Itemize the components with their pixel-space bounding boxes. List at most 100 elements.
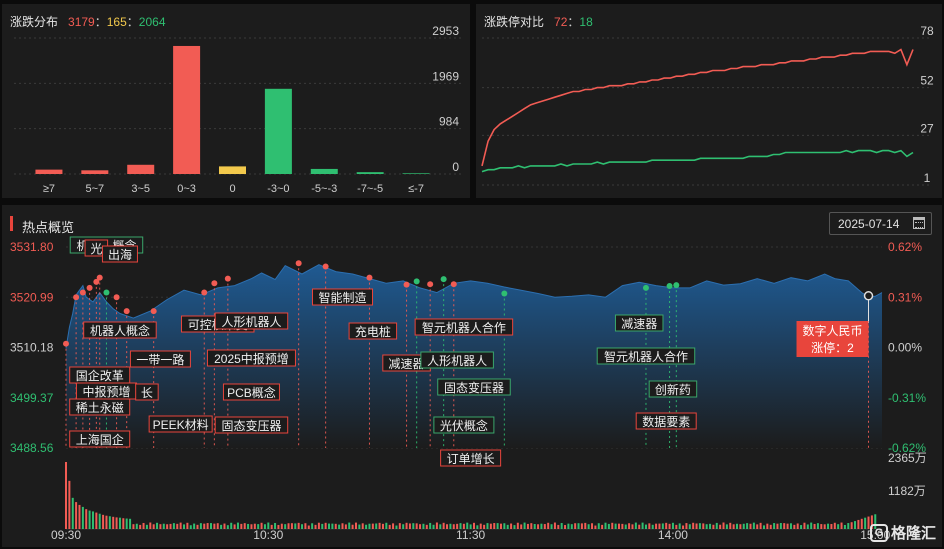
volume-bar [307, 525, 310, 529]
volume-bar [820, 524, 823, 529]
event-tag-box [214, 416, 289, 434]
y-tick-label: 3488.56 [10, 441, 54, 455]
volume-bar [172, 523, 175, 529]
distribution-title-text: 涨跌分布 [10, 15, 59, 29]
callout-box [796, 321, 869, 357]
volume-bar [85, 509, 88, 529]
event-tag: PCB概念 [227, 385, 276, 400]
volume-bar [162, 523, 165, 529]
volume-bar [810, 522, 813, 529]
volume-bar [678, 523, 681, 529]
volume-bar [368, 523, 371, 529]
volume-bar [280, 523, 283, 529]
volume-bar [533, 524, 536, 529]
event-tag: 固态变压器 [221, 418, 281, 433]
event-dot [103, 289, 110, 296]
volume-bar [709, 523, 712, 529]
volume-bar [567, 523, 570, 529]
event-dot [86, 284, 93, 291]
volume-bar [206, 523, 209, 529]
event-dot [79, 289, 86, 296]
hot-panel: 热点概览 2025-07-14 3531.80 0.62% 3520.99 0.31%… [2, 205, 942, 547]
limit-up-count: 72 [554, 15, 568, 29]
event-dot [96, 274, 103, 281]
title-accent-bar [10, 216, 13, 231]
series-line-limit-down [481, 149, 914, 173]
x-tick-label: 09:30 [51, 528, 81, 542]
volume-bar [351, 524, 354, 529]
volume-bar [786, 523, 789, 529]
volume-bar [523, 522, 526, 529]
event-tag-box [635, 412, 697, 430]
y-tick-label: 78 [920, 24, 934, 38]
volume-tick-label: 2365万 [888, 451, 927, 465]
volume-bar [378, 522, 381, 529]
event-tag: 光 [90, 242, 102, 256]
volume-bar [81, 506, 84, 529]
volume-bar [688, 524, 691, 529]
volume-bar [213, 523, 216, 529]
volume-bar [179, 522, 182, 529]
volume-bar [499, 523, 502, 529]
volume-bar [223, 523, 226, 529]
volume-bar [446, 524, 449, 529]
x-tick-label: ≤-7 [408, 183, 424, 195]
limit-chart: 1 27 52 78 [481, 24, 934, 186]
volume-bar [405, 522, 408, 529]
calendar-icon[interactable] [913, 217, 925, 229]
volume-bar [193, 523, 196, 529]
x-tick-label: 3~5 [131, 183, 150, 195]
volume-bar [68, 480, 71, 529]
flat-count: 165 [106, 15, 127, 29]
volume-bar [365, 524, 368, 529]
volume-bar [638, 524, 641, 529]
bar [173, 45, 201, 174]
event-tag: 智能制造 [318, 290, 366, 305]
event-dot [673, 282, 680, 289]
volume-bar [614, 523, 617, 529]
event-dot [450, 281, 457, 288]
event-tag: 一带一路 [136, 352, 184, 367]
volume-bar [183, 524, 186, 529]
event-tag-box [433, 416, 495, 434]
index-line [65, 264, 883, 349]
series-line-limit-up [481, 48, 914, 167]
volume-bar [334, 523, 337, 529]
event-dot [295, 260, 302, 267]
volume-bar [675, 524, 678, 529]
volume-bar [604, 522, 607, 529]
volume-bar [607, 523, 610, 529]
volume-bar [732, 524, 735, 529]
volume-bar [247, 523, 250, 529]
volume-bar [419, 524, 422, 529]
volume-bar [813, 523, 816, 529]
bar [219, 166, 246, 174]
volume-bar [816, 523, 819, 529]
volume-bar [594, 525, 597, 529]
sep-2: ： [126, 15, 139, 29]
volume-bar [338, 524, 341, 529]
event-dot [73, 294, 80, 301]
date-picker[interactable]: 2025-07-14 [829, 212, 932, 235]
volume-bar [209, 523, 212, 529]
y-tick-label: 27 [920, 121, 934, 135]
volume-bar [705, 524, 708, 529]
volume-bar [425, 524, 428, 529]
volume-bar [324, 522, 327, 529]
y-tick-label: 1969 [432, 69, 459, 83]
volume-bar [354, 522, 357, 529]
volume-bar [550, 524, 553, 529]
volume-bar [432, 524, 435, 529]
volume-bar [870, 515, 873, 529]
volume-bar [321, 523, 324, 529]
volume-bar [658, 523, 661, 529]
volume-bar [304, 523, 307, 529]
volume-bar [864, 517, 867, 529]
volume-bar [641, 522, 644, 529]
x-tick-label: 0~3 [177, 183, 196, 195]
y-tick-label: 3520.99 [10, 290, 54, 304]
x-tick-label: 15:00 [860, 528, 890, 542]
volume-bar [682, 525, 685, 529]
event-tag: 数据要素 [642, 414, 690, 429]
volume-bar [199, 523, 202, 529]
